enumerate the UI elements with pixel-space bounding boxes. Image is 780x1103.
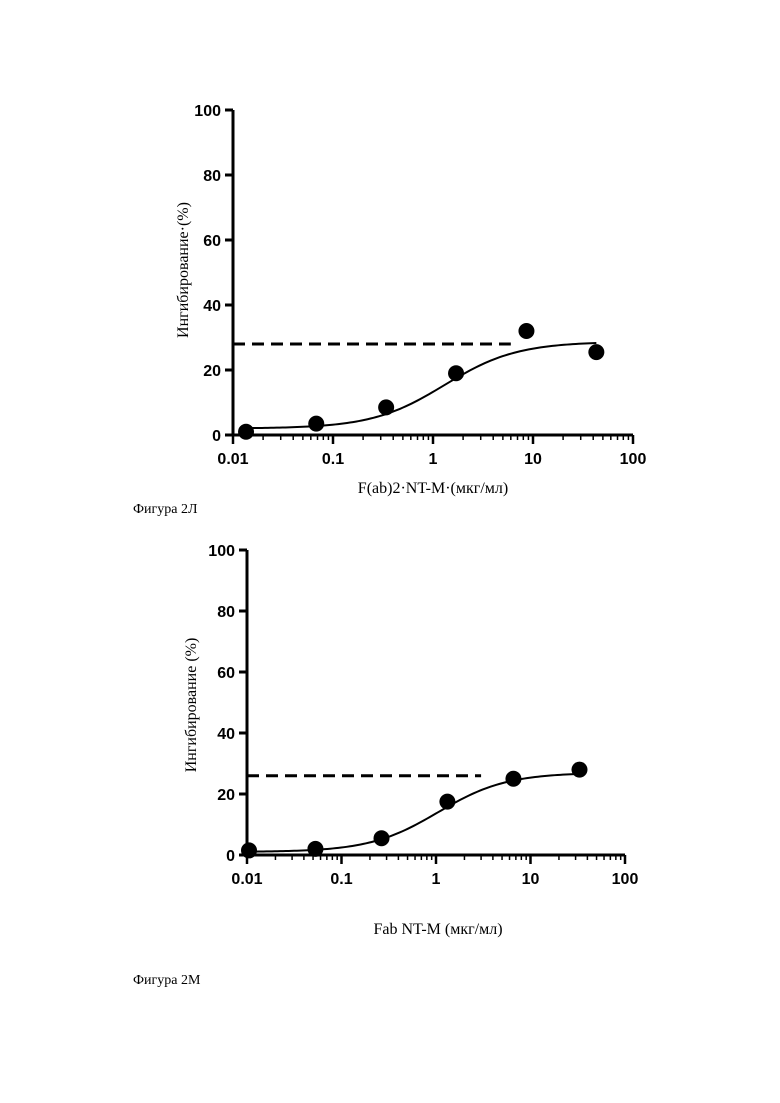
plot-layer: 0 20 40 60 80 100 0.01 0.1 1 10 100	[208, 543, 638, 888]
y-tick-label: 60	[217, 665, 235, 682]
x-tick-label: 0.01	[217, 451, 248, 468]
data-point	[518, 323, 534, 339]
figure-caption: Фигура 2М	[133, 973, 200, 989]
y-tick-label: 0	[226, 848, 235, 865]
x-tick-label: 0.1	[322, 451, 344, 468]
data-point	[378, 399, 394, 415]
x-tick-label: 100	[612, 871, 639, 888]
y-tick-label: 20	[217, 787, 235, 804]
y-tick-label: 20	[203, 363, 221, 380]
y-axis-title: Ингибирование (%)	[183, 638, 200, 773]
x-tick-label: 100	[620, 451, 647, 468]
y-tick-label: 60	[203, 233, 221, 250]
y-tick-label: 80	[217, 604, 235, 621]
x-tick-label: 0.1	[330, 871, 352, 888]
data-point	[241, 842, 257, 858]
y-tick-label: 100	[208, 543, 235, 560]
y-axis-title: Ингибирование·(%)	[175, 202, 192, 338]
fit-curve	[247, 774, 580, 852]
y-tick-label: 0	[212, 428, 221, 445]
data-point	[238, 424, 254, 440]
x-tick-label: 10	[524, 451, 542, 468]
chart-figure-2m: 0 20 40 60 80 100 0.01 0.1 1 10 100 Fab NT-M (мкг/…	[0, 530, 780, 950]
y-tick-label: 100	[194, 103, 221, 120]
x-axis-title: Fab NT-M (мкг/мл)	[373, 921, 502, 938]
fit-curve	[244, 343, 596, 428]
data-point	[448, 365, 464, 381]
data-point	[571, 762, 587, 778]
x-tick-label: 10	[522, 871, 540, 888]
data-point	[505, 771, 521, 787]
x-axis-title: F(ab)2·NT-M·(мкг/мл)	[358, 480, 508, 497]
plot-layer: 0 20 40 60 80 100 0.01 0.1 1 10 100	[194, 103, 646, 468]
data-point	[588, 344, 604, 360]
data-point	[308, 416, 324, 432]
chart-figure-2l: 0 20 40 60 80 100 0.01 0.1 1 10 100 F(ab)2·NT-M·(м…	[0, 90, 780, 510]
x-tick-label: 1	[432, 871, 441, 888]
x-tick-label: 1	[429, 451, 438, 468]
data-point	[439, 794, 455, 810]
y-tick-label: 40	[217, 726, 235, 743]
y-tick-label: 40	[203, 298, 221, 315]
y-tick-label: 80	[203, 168, 221, 185]
data-point	[307, 841, 323, 857]
figure-caption: Фигура 2Л	[133, 502, 198, 518]
x-tick-label: 0.01	[231, 871, 262, 888]
data-point	[373, 830, 389, 846]
